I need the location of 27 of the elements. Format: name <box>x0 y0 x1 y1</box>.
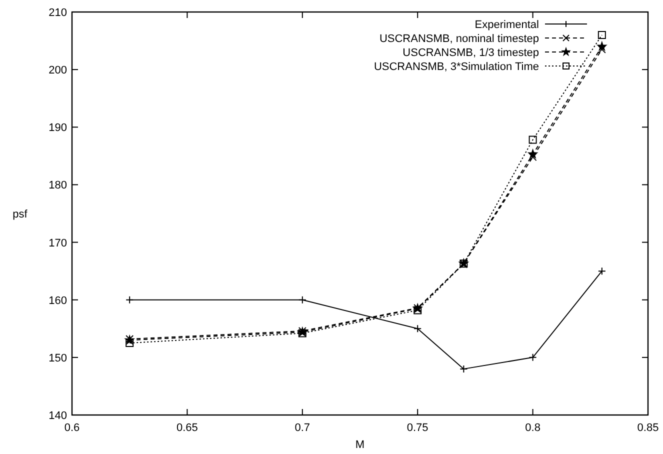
point <box>126 339 134 348</box>
point <box>528 150 538 158</box>
y-tick-label: 160 <box>48 294 67 307</box>
x-tick-label: 0.85 <box>637 422 659 434</box>
x-tick-label: 0.8 <box>525 422 540 434</box>
legend-label: USCRANSMB, nominal timestep <box>379 33 539 45</box>
y-tick-label: 140 <box>48 410 67 422</box>
x-tick-label: 0.7 <box>294 422 310 434</box>
x-axis-title: M <box>355 439 365 451</box>
legend-label: Experimental <box>474 19 539 31</box>
point <box>528 136 537 144</box>
y-axis-title: psf <box>12 208 28 220</box>
y-tick-label: 150 <box>48 352 67 364</box>
legend-label: USCRANSMB, 1/3 timestep <box>402 47 539 59</box>
legend-label: USCRANSMB, 3*Simulation Time <box>374 61 539 73</box>
point <box>414 306 422 314</box>
x-tick-label: 0.6 <box>64 422 80 434</box>
point <box>598 31 606 40</box>
point <box>298 329 306 338</box>
y-tick-label: 180 <box>48 180 67 192</box>
point <box>597 42 606 50</box>
y-tick-label: 190 <box>48 122 67 134</box>
x-tick-label: 0.65 <box>176 422 198 434</box>
y-tick-label: 170 <box>48 237 67 250</box>
x-tick-label: 0.75 <box>406 422 428 434</box>
y-tick-label: 210 <box>48 7 67 19</box>
y-tick-label: 200 <box>48 64 67 77</box>
